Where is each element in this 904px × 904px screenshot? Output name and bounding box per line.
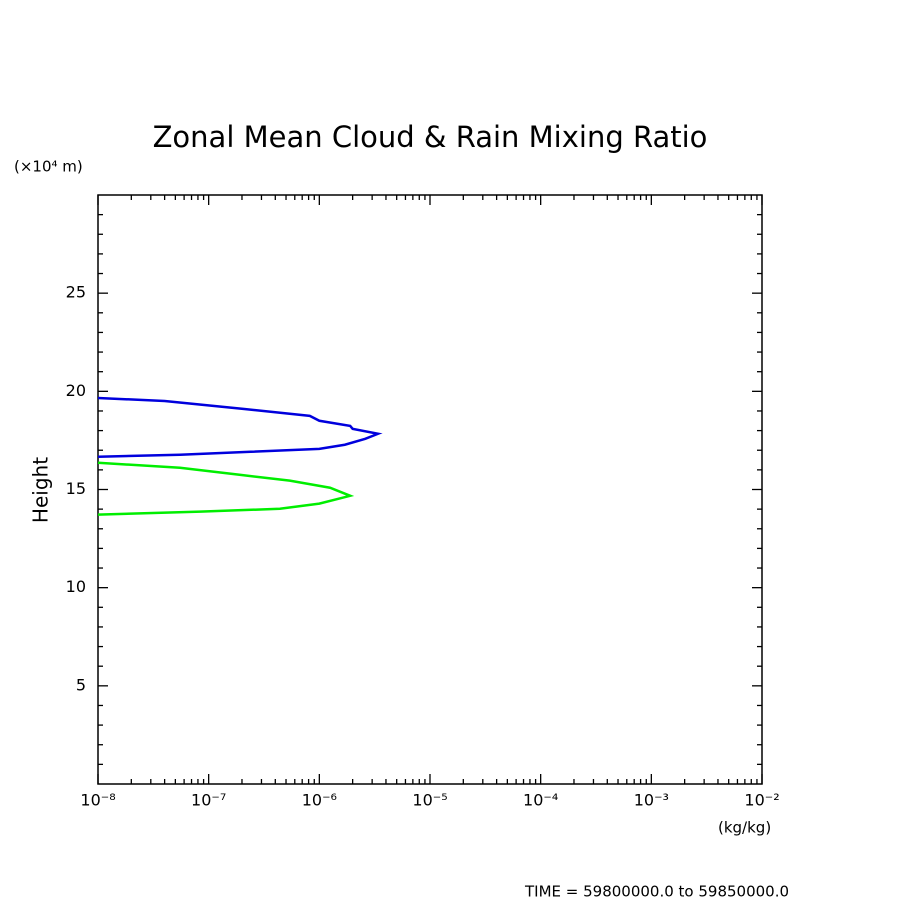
x-tick-label: 10⁻³ <box>634 791 669 810</box>
footer: TIME = 59800000.0 to 59850000.0 <box>524 883 789 901</box>
x-tick-label: 10⁻⁵ <box>412 791 447 810</box>
x-tick-label: 10⁻⁶ <box>302 791 337 810</box>
y-tick-label: 15 <box>66 479 86 498</box>
y-tick-label: 25 <box>66 283 86 302</box>
y-tick-label: 5 <box>76 675 86 694</box>
chart-title: Zonal Mean Cloud & Rain Mixing Ratio <box>153 120 708 154</box>
profile-line <box>97 461 355 516</box>
x-tick-label: 10⁻⁴ <box>523 791 558 810</box>
x-tick-label: 10⁻⁸ <box>80 791 115 810</box>
x-tick-label: 10⁻⁷ <box>191 791 226 810</box>
x-tick-label: 10⁻² <box>744 791 779 810</box>
y-axis-label: Height <box>29 457 53 523</box>
x-unit: (kg/kg) <box>718 819 771 837</box>
profile-line <box>97 396 383 458</box>
y-tick-label: 10 <box>66 577 86 596</box>
y-unit: (×10⁴ m) <box>14 158 83 176</box>
y-tick-label: 20 <box>66 381 86 400</box>
